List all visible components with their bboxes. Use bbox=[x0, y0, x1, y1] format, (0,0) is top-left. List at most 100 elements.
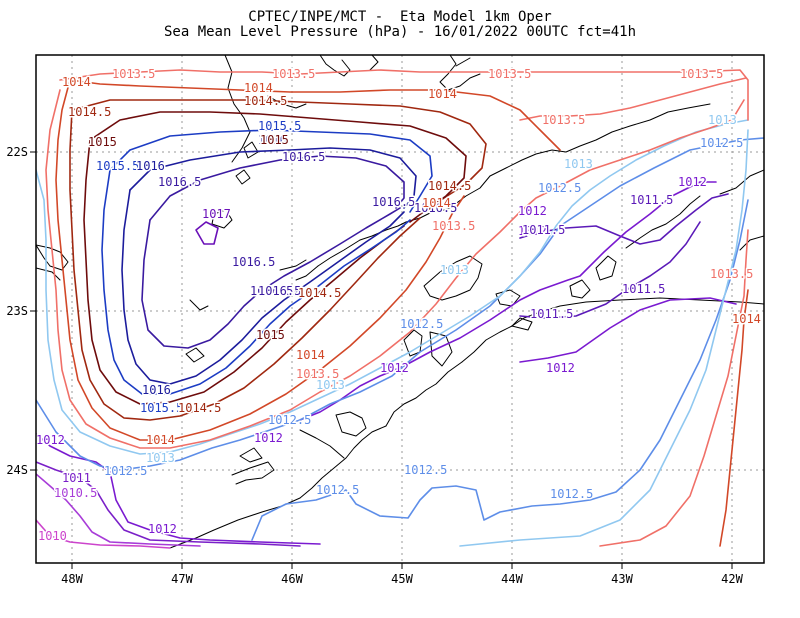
contour-label: 1015 bbox=[260, 133, 289, 147]
contour-label: 1013.5 bbox=[112, 67, 155, 81]
contour-label: 1012 bbox=[546, 361, 575, 375]
isobar-1013-5-e bbox=[519, 77, 747, 121]
isobar-1016-w bbox=[121, 189, 405, 385]
contour-label: 1016 bbox=[258, 133, 287, 147]
contour-label: 1012 bbox=[678, 175, 707, 189]
isobar-1010 bbox=[36, 519, 171, 549]
contour-label: 1016.5 bbox=[232, 255, 275, 269]
contour-label: 1013.5 bbox=[272, 67, 315, 81]
contour-label: 1011.5 bbox=[522, 223, 565, 237]
isobar-1013 bbox=[36, 119, 749, 455]
contour-label: 1014.5 bbox=[68, 105, 111, 119]
isobar-1013-s bbox=[459, 129, 749, 547]
isobar-1016-5-w bbox=[141, 207, 401, 349]
contour-label: 1012 bbox=[380, 361, 409, 375]
contour-label: 1016.5 bbox=[414, 201, 457, 215]
isobar-1014-w bbox=[55, 79, 465, 441]
isobar-1016-5 bbox=[149, 155, 405, 221]
contour-label: 1014.5 bbox=[428, 179, 471, 193]
contour-label: 1012.5 bbox=[268, 413, 311, 427]
isobar-1012-e bbox=[299, 181, 717, 421]
contour-label: 1016.5 bbox=[250, 284, 293, 298]
contour-label: 1010.5 bbox=[54, 486, 97, 500]
isobar-1014-5-w bbox=[69, 109, 421, 421]
contour-label: 1016.5 bbox=[158, 175, 201, 189]
contour-label: 1014.5 bbox=[298, 286, 341, 300]
contour-label: 1014 bbox=[146, 433, 175, 447]
isobar-1012-s bbox=[519, 297, 737, 363]
x-tick-label: 47W bbox=[171, 572, 193, 586]
contour-label: 1015 bbox=[88, 135, 117, 149]
contour-label: 1016 bbox=[142, 383, 171, 397]
contour-label: 1014.5 bbox=[244, 94, 287, 108]
title-line-1: CPTEC/INPE/MCT - Eta Model 1km Oper bbox=[248, 9, 552, 25]
contour-label: 1013.5 bbox=[296, 367, 339, 381]
contour-label: 1012.5 bbox=[104, 464, 147, 478]
x-tick-label: 42W bbox=[721, 572, 743, 586]
contour-label: 1014 bbox=[296, 348, 325, 362]
contour-label: 1014.5 bbox=[178, 401, 221, 415]
x-tick-label: 44W bbox=[501, 572, 523, 586]
contour-label: 1015.5 bbox=[140, 401, 183, 415]
contour-label: 1015.5 bbox=[258, 119, 301, 133]
contour-label: 1012.5 bbox=[400, 317, 443, 331]
isobar-1014-e bbox=[719, 289, 749, 547]
contour-label: 1012 bbox=[518, 204, 547, 218]
contour-label: 1012.5 bbox=[316, 483, 359, 497]
title-line-2: Sea Mean Level Pressure (hPa) - 16/01/20… bbox=[163, 24, 636, 40]
isobar-1012-w bbox=[36, 433, 321, 545]
x-axis-labels: 48W 47W 46W 45W 44W 43W 42W bbox=[61, 572, 743, 586]
isobar-1011 bbox=[36, 461, 301, 547]
isobar-1012-5 bbox=[36, 137, 764, 471]
contour-label: 1011.5 bbox=[622, 282, 665, 296]
grid-lines bbox=[36, 55, 764, 563]
contour-label: 1013.5 bbox=[542, 113, 585, 127]
map-frame bbox=[35, 54, 765, 564]
y-tick-label: 24S bbox=[6, 463, 28, 477]
isobar-1012-5-s bbox=[251, 199, 749, 541]
x-tick-label: 46W bbox=[281, 572, 303, 586]
map-title: CPTEC/INPE/MCT - Eta Model 1km Oper Sea … bbox=[0, 10, 800, 40]
contour-label: 1012.5 bbox=[404, 463, 447, 477]
contour-label: 1013 bbox=[440, 263, 469, 277]
contour-label: 1011.5 bbox=[530, 307, 573, 321]
isobar-1013-5-w bbox=[45, 89, 745, 449]
contour-label: 1016 bbox=[136, 159, 165, 173]
isobar-1015-5-w bbox=[101, 169, 411, 395]
contour-label: 1013.5 bbox=[488, 67, 531, 81]
x-tick-label: 45W bbox=[391, 572, 413, 586]
x-tick-label: 48W bbox=[61, 572, 83, 586]
isobar-1010-5 bbox=[36, 473, 201, 547]
contour-label: 1013.5 bbox=[680, 67, 723, 81]
contour-label: 1012.5 bbox=[538, 181, 581, 195]
contour-label: 1011.5 bbox=[630, 193, 673, 207]
contour-label: 1014 bbox=[732, 312, 761, 326]
y-axis-labels: 22S 23S 24S bbox=[6, 145, 28, 477]
contour-label: 1015 bbox=[256, 328, 285, 342]
contour-label: 1013 bbox=[564, 157, 593, 171]
contour-label: 1014 bbox=[62, 75, 91, 89]
contour-label: 1016.5 bbox=[282, 150, 325, 164]
isobar-1015-w bbox=[83, 139, 405, 405]
isobar-1011-5-s bbox=[519, 221, 701, 319]
contour-label: 1013 bbox=[316, 378, 345, 392]
isobar-1015 bbox=[89, 111, 467, 223]
isobar-1015-5 bbox=[109, 129, 433, 213]
contour-label: 1012.5 bbox=[700, 136, 743, 150]
contour-label: 1014 bbox=[422, 196, 451, 210]
contour-label: 1013.5 bbox=[432, 219, 475, 233]
contour-label: 1012 bbox=[148, 522, 177, 536]
tick-marks bbox=[30, 151, 733, 569]
contour-label: 1012 bbox=[518, 224, 547, 238]
isobar-1017 bbox=[195, 221, 219, 245]
contour-label: 1013 bbox=[146, 451, 175, 465]
isobar-1016 bbox=[129, 147, 417, 209]
contour-label: 1016.5 bbox=[372, 195, 415, 209]
x-tick-label: 43W bbox=[611, 572, 633, 586]
contour-label: 1014 bbox=[244, 81, 273, 95]
contour-label: 1014 bbox=[428, 87, 457, 101]
contour-label: 1015.5 bbox=[96, 159, 139, 173]
contour-label: 1013.5 bbox=[710, 267, 753, 281]
